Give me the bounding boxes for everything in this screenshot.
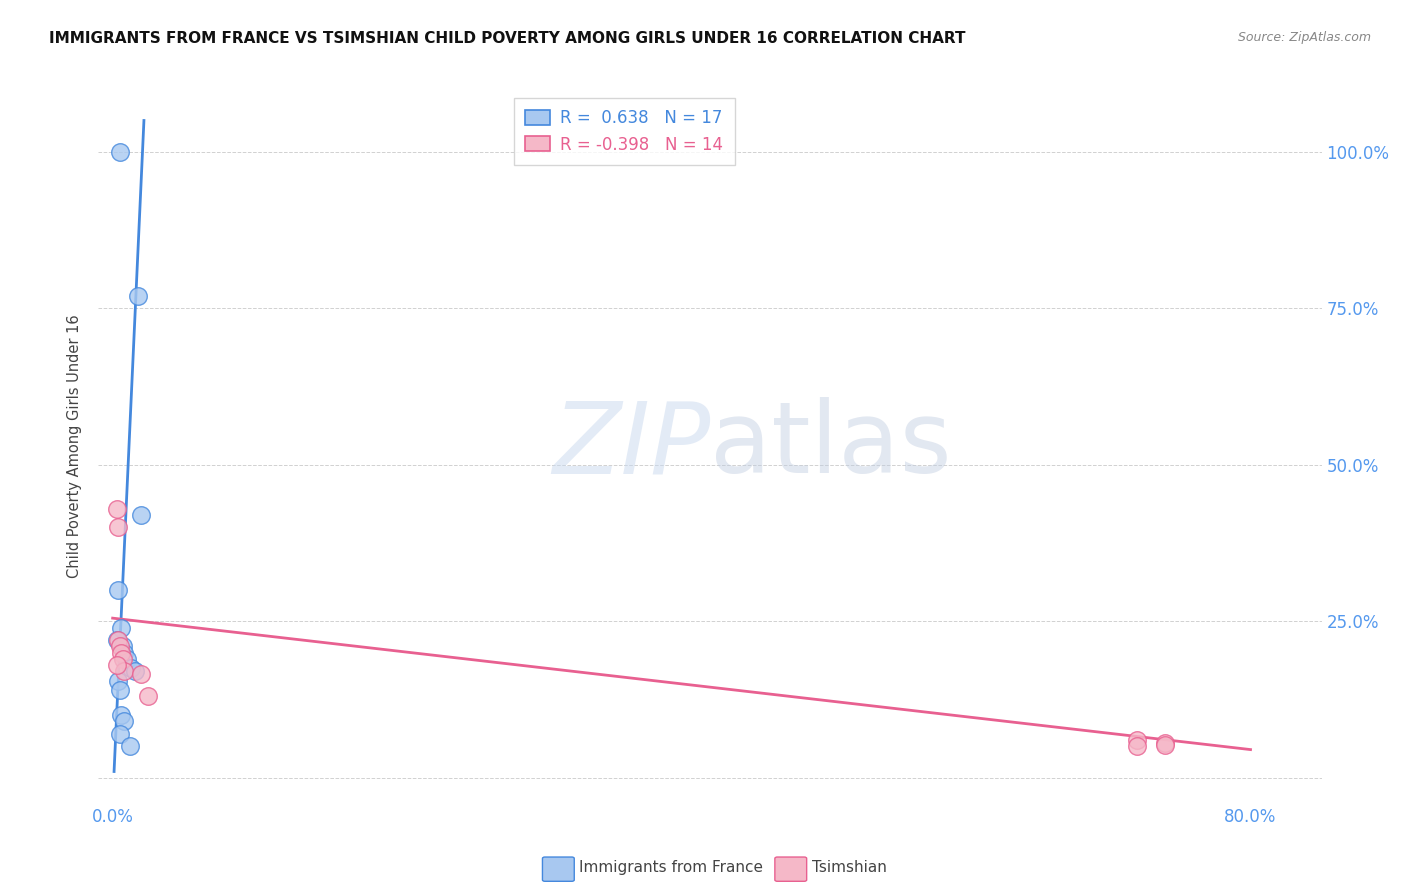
Text: IMMIGRANTS FROM FRANCE VS TSIMSHIAN CHILD POVERTY AMONG GIRLS UNDER 16 CORRELATI: IMMIGRANTS FROM FRANCE VS TSIMSHIAN CHIL… (49, 31, 966, 46)
Point (107, 673, 129, 688)
FancyBboxPatch shape (775, 857, 807, 881)
Point (110, 708, 132, 723)
Text: Immigrants from France: Immigrants from France (579, 860, 763, 874)
Point (112, 646, 135, 660)
Point (1125, 739, 1147, 754)
Point (107, 633, 129, 648)
Point (105, 633, 128, 648)
Point (110, 621, 132, 635)
Point (111, 652, 134, 666)
Point (136, 690, 159, 704)
Point (108, 683, 131, 698)
Point (118, 739, 141, 754)
Text: Tsimshian: Tsimshian (811, 860, 886, 874)
Point (107, 582, 129, 597)
Point (105, 501, 128, 516)
Point (115, 652, 138, 666)
Point (129, 667, 152, 681)
Point (107, 520, 129, 534)
Point (108, 727, 131, 741)
Text: Source: ZipAtlas.com: Source: ZipAtlas.com (1237, 31, 1371, 45)
Point (129, 508, 152, 522)
Y-axis label: Child Poverty Among Girls Under 16: Child Poverty Among Girls Under 16 (67, 314, 83, 578)
Point (120, 661, 142, 675)
Point (1125, 733, 1147, 747)
Point (112, 665, 135, 679)
Legend: R =  0.638   N = 17, R = -0.398   N = 14: R = 0.638 N = 17, R = -0.398 N = 14 (513, 97, 735, 165)
Point (112, 714, 135, 729)
Point (108, 640, 131, 654)
Point (124, 665, 146, 679)
Point (105, 658, 128, 673)
Text: ZIP: ZIP (551, 398, 710, 494)
Point (127, 289, 149, 303)
Point (1154, 738, 1177, 752)
Text: atlas: atlas (710, 398, 952, 494)
Point (111, 640, 134, 654)
Point (110, 646, 132, 660)
FancyBboxPatch shape (543, 857, 574, 881)
Point (1154, 736, 1177, 750)
Point (108, 145, 131, 159)
